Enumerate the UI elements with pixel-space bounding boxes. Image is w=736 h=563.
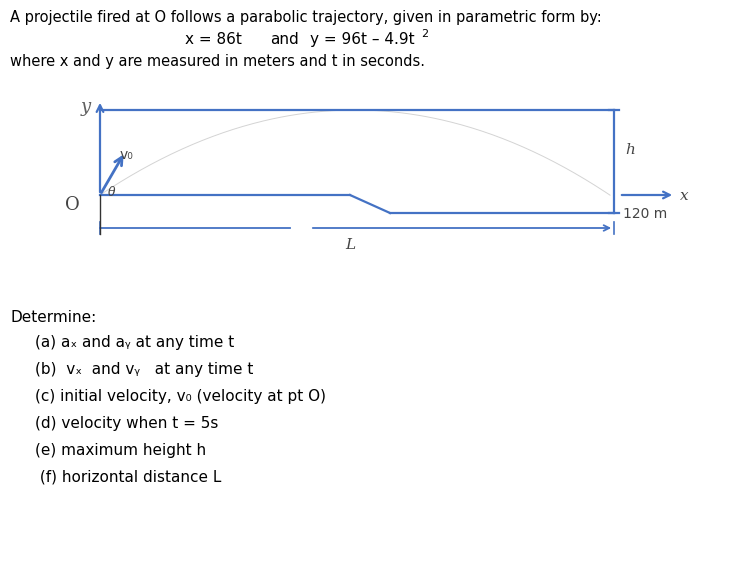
Text: θ: θ bbox=[108, 185, 116, 199]
Text: and: and bbox=[270, 32, 299, 47]
Text: x: x bbox=[680, 189, 689, 203]
Text: Determine:: Determine: bbox=[10, 310, 96, 325]
Text: L: L bbox=[345, 238, 355, 252]
Text: (e) maximum height h: (e) maximum height h bbox=[35, 443, 206, 458]
Text: (d) velocity when t = 5s: (d) velocity when t = 5s bbox=[35, 416, 219, 431]
Text: where x and y are measured in meters and t in seconds.: where x and y are measured in meters and… bbox=[10, 54, 425, 69]
Text: (c) initial velocity, v₀ (velocity at pt O): (c) initial velocity, v₀ (velocity at pt… bbox=[35, 389, 326, 404]
Text: (f) horizontal distance L: (f) horizontal distance L bbox=[35, 470, 222, 485]
Text: (a) aₓ and aᵧ at any time t: (a) aₓ and aᵧ at any time t bbox=[35, 335, 234, 350]
Text: (b)  vₓ  and vᵧ   at any time t: (b) vₓ and vᵧ at any time t bbox=[35, 362, 253, 377]
Text: 120 m: 120 m bbox=[623, 207, 668, 221]
Text: h: h bbox=[625, 143, 635, 157]
Text: 2: 2 bbox=[421, 29, 428, 39]
Text: O: O bbox=[65, 196, 79, 214]
Text: x = 86t: x = 86t bbox=[185, 32, 242, 47]
Text: y = 96t – 4.9t: y = 96t – 4.9t bbox=[310, 32, 414, 47]
Text: v₀: v₀ bbox=[120, 148, 134, 162]
Text: y: y bbox=[81, 98, 91, 116]
Text: A projectile fired at O follows a parabolic trajectory, given in parametric form: A projectile fired at O follows a parabo… bbox=[10, 10, 602, 25]
